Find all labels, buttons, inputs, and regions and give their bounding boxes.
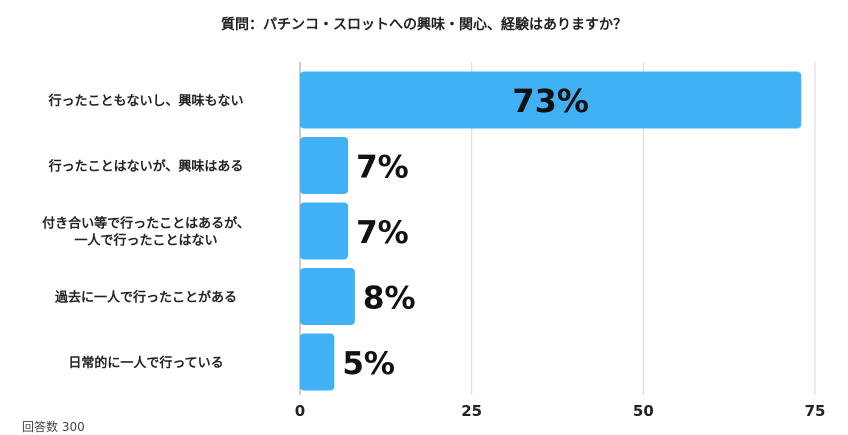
data-label-3: 8% xyxy=(363,281,416,317)
tick-labels: 0 25 50 75 xyxy=(295,402,826,420)
data-label-4: 5% xyxy=(342,346,395,382)
bars xyxy=(300,71,802,391)
tick-label-0: 0 xyxy=(295,402,305,420)
bar-chart: 行ったこともないし、興味もない行ったことはないが、興味はある付き合い等で行ったこ… xyxy=(42,62,826,420)
data-label-2: 7% xyxy=(356,215,409,251)
category-labels: 行ったこともないし、興味もない行ったことはないが、興味はある付き合い等で行ったこ… xyxy=(42,93,250,371)
category-label-2: 付き合い等で行ったことはあるが、一人で行ったことはない xyxy=(42,216,250,249)
tick-label-25: 25 xyxy=(461,402,482,420)
bar-1 xyxy=(300,137,349,194)
category-label-0: 行ったこともないし、興味もない xyxy=(47,93,243,109)
footnote: 回答数 300 xyxy=(22,420,85,434)
data-label-1: 7% xyxy=(356,150,409,186)
tick-label-50: 50 xyxy=(633,402,654,420)
bar-2 xyxy=(300,202,349,260)
category-label-4: 日常的に一人で行っている xyxy=(68,355,223,371)
bar-3 xyxy=(300,268,355,325)
tick-label-75: 75 xyxy=(805,402,826,420)
bar-0 xyxy=(300,71,802,129)
category-label-3: 過去に一人で行ったことがある xyxy=(54,290,237,306)
data-labels: 73% 7% 7% 8% 5% xyxy=(342,82,589,382)
data-label-0: 73% xyxy=(512,82,589,120)
category-label-1: 行ったことはないが、興味はある xyxy=(48,159,244,175)
chart-title: 質問：パチンコ・スロットへの興味・関心、経験はありますか？ xyxy=(221,17,627,33)
bar-4 xyxy=(300,333,335,391)
